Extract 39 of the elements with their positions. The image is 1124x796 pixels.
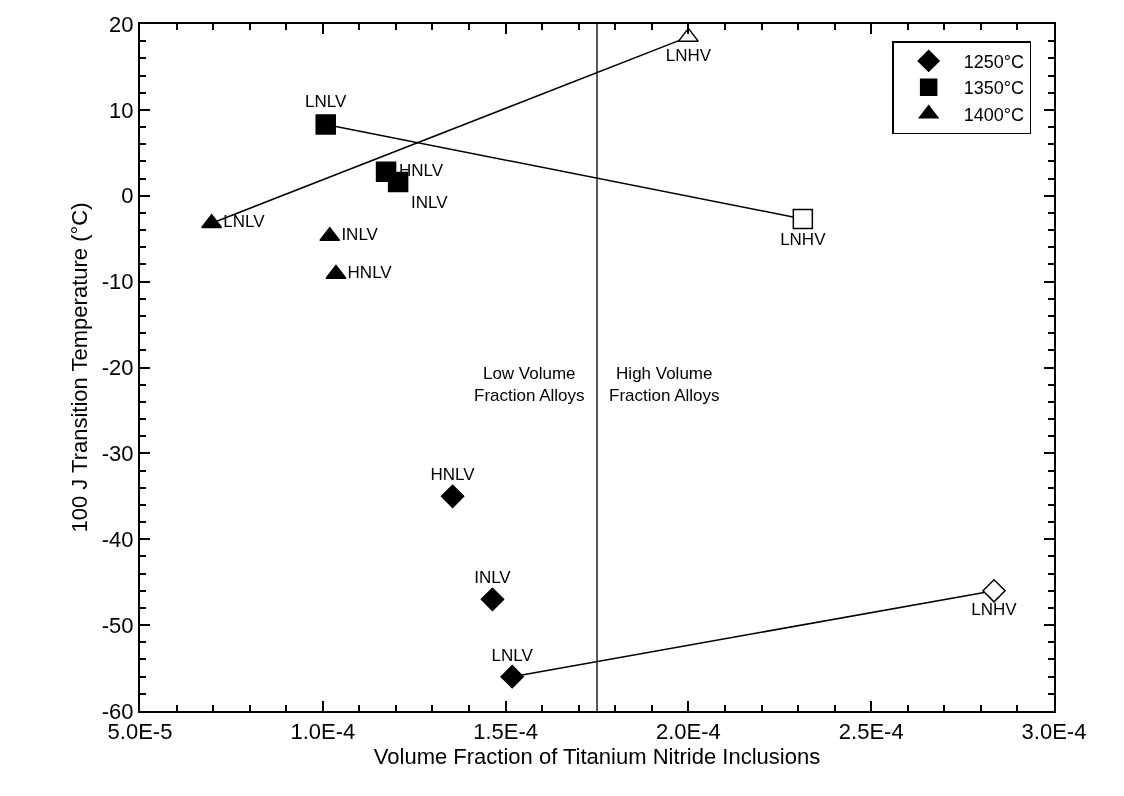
y-tick-label: 10 — [109, 97, 134, 123]
legend-label: 1400°C — [963, 104, 1024, 125]
y-tick-label: -20 — [101, 355, 134, 381]
data-label: INLV — [341, 225, 379, 245]
annotation: Low Volume Fraction Alloys — [474, 364, 585, 406]
x-tick-label: 1.5E-4 — [473, 719, 539, 745]
y-tick-label: 20 — [109, 11, 134, 37]
y-tick-label: 0 — [121, 183, 134, 209]
point — [480, 587, 505, 612]
point — [792, 208, 814, 230]
y-tick-label: -50 — [101, 612, 134, 638]
data-label: LNLV — [305, 92, 348, 112]
x-tick-label: 1.0E-4 — [290, 719, 356, 745]
x-axis-title: Volume Fraction of Titanium Nitride Inclusions — [373, 744, 821, 770]
x-tick-label: 2.5E-4 — [838, 719, 904, 745]
data-label: HNLV — [347, 263, 393, 283]
data-label: LNLV — [491, 645, 534, 665]
data-label: LNHV — [780, 229, 827, 249]
data-label: LNHV — [971, 600, 1018, 620]
y-tick-label: -30 — [101, 441, 134, 467]
point — [319, 226, 341, 242]
data-label: INLV — [410, 192, 449, 212]
legend-label: 1250°C — [963, 51, 1024, 72]
x-tick-label: 2.0E-4 — [655, 719, 721, 745]
point — [315, 114, 336, 135]
data-label: HNLV — [430, 465, 476, 485]
y-tick-label: -10 — [101, 269, 134, 295]
point — [500, 664, 524, 689]
y-tick-label: -40 — [101, 526, 134, 552]
data-label: LNLV — [223, 212, 266, 232]
point — [440, 484, 465, 509]
point — [982, 578, 1006, 603]
data-label: INLV — [474, 568, 512, 588]
y-axis-title: 100 J Transition Temperature (°C) — [67, 202, 93, 533]
legend-label: 1350°C — [963, 78, 1024, 99]
x-tick-label: 3.0E-4 — [1021, 719, 1087, 745]
data-label: LNHV — [665, 46, 712, 66]
annotation: High Volume Fraction Alloys — [609, 364, 720, 406]
point — [201, 213, 223, 229]
